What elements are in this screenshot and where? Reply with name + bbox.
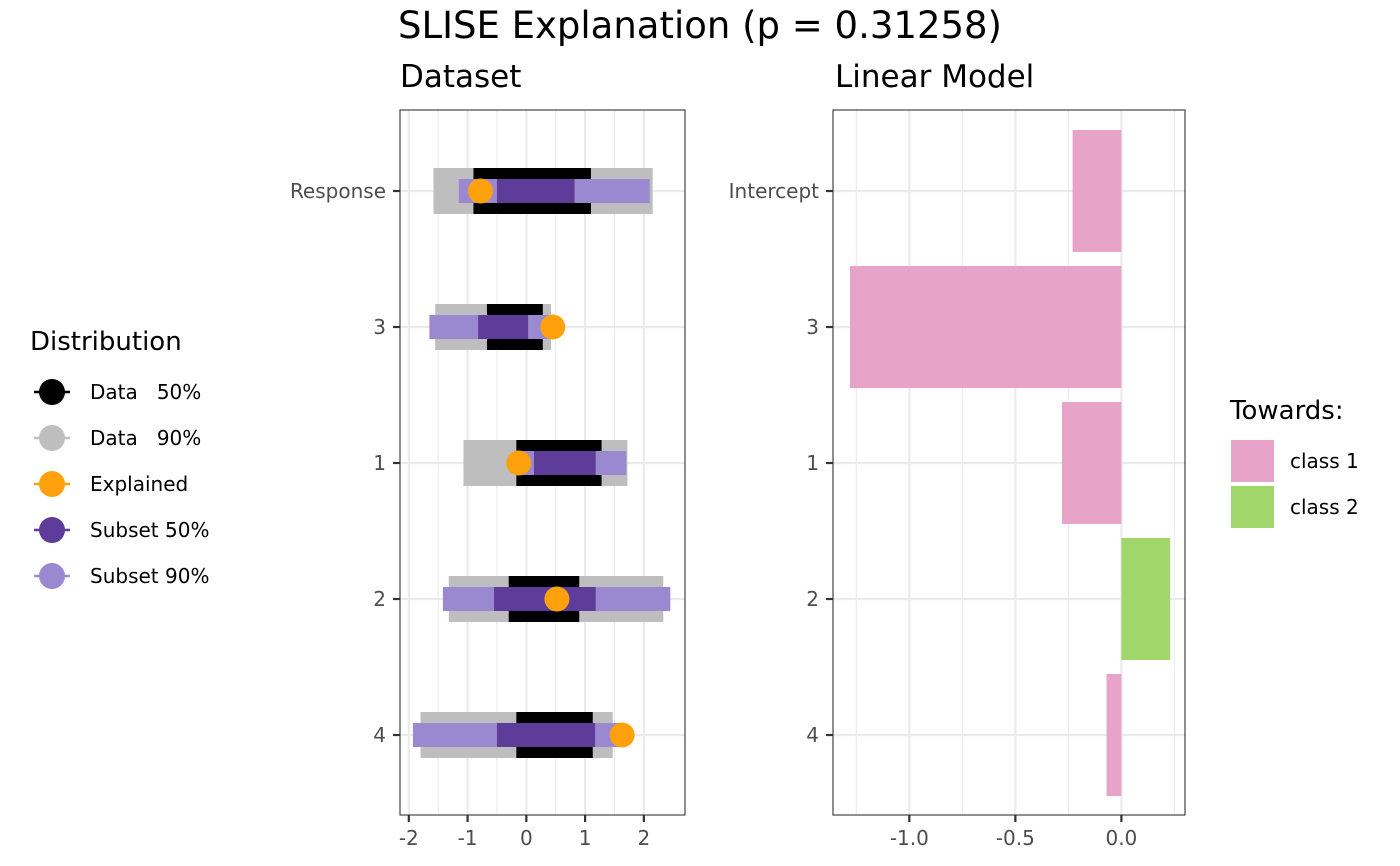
coefficient-bar-4	[1106, 674, 1122, 796]
dataset-y-tick-label: 4	[373, 723, 386, 747]
towards-legend-key	[1231, 486, 1274, 528]
coefficient-bar-3	[849, 266, 1122, 388]
distribution-legend-item-data-90: Data 90%	[34, 425, 201, 451]
towards-legend-items: class 1 class 2	[1231, 440, 1359, 528]
dataset-y-tick-label: 3	[373, 315, 386, 339]
dataset-x-tick-label: -1	[458, 826, 478, 850]
dataset-x-tick-label: 0	[520, 826, 533, 850]
towards-legend: Towards: class 1 class 2	[1229, 396, 1359, 528]
dataset-y-axis: Response 3 1 2 4	[290, 179, 400, 747]
linear-model-x-tick-label: 0.0	[1105, 826, 1137, 850]
dataset-x-axis: -2 -1 0 1 2	[399, 815, 650, 850]
linear-model-panel: Linear Model Intercept 3 1 2 4 -1.0 -0.5 0.0	[729, 59, 1186, 850]
subset-50-interval-3	[478, 315, 529, 339]
towards-legend-label: class 2	[1290, 495, 1359, 519]
explained-point-1	[506, 450, 532, 476]
explained-point-4	[609, 722, 635, 748]
subset-50-interval-4	[496, 723, 596, 747]
linear-model-y-tick-label: Intercept	[729, 179, 820, 203]
dataset-y-tick-label: Response	[290, 179, 386, 203]
linear-model-x-axis: -1.0 -0.5 0.0	[890, 815, 1137, 850]
linear-model-y-axis: Intercept 3 1 2 4	[729, 179, 833, 747]
subset-50-interval-response	[496, 179, 575, 203]
distribution-legend-key-dot	[39, 379, 65, 405]
linear-model-y-tick-label: 2	[806, 587, 819, 611]
distribution-legend-item-subset-90: Subset 90%	[34, 563, 209, 589]
figure-title: SLISE Explanation (p = 0.31258)	[398, 4, 1002, 47]
towards-legend-item-class-2: class 2	[1231, 486, 1359, 528]
linear-model-panel-title: Linear Model	[835, 59, 1034, 95]
coefficient-bar-1	[1062, 402, 1122, 524]
linear-model-y-tick-label: 4	[806, 723, 819, 747]
distribution-legend-label: Data 90%	[90, 426, 201, 450]
distribution-legend-key-dot	[39, 425, 65, 451]
dataset-x-tick-label: -2	[399, 826, 419, 850]
linear-model-x-tick-label: -0.5	[996, 826, 1035, 850]
distribution-legend-label: Data 50%	[90, 380, 201, 404]
dataset-marks	[412, 168, 671, 758]
distribution-legend-label: Subset 50%	[90, 518, 209, 542]
distribution-legend-item-subset-50: Subset 50%	[34, 517, 209, 543]
linear-model-y-tick-label: 1	[806, 451, 819, 475]
dataset-y-tick-label: 1	[373, 451, 386, 475]
distribution-legend-key-dot	[39, 471, 65, 497]
dataset-panel-title: Dataset	[400, 59, 521, 95]
linear-model-gridlines	[833, 110, 1185, 815]
explained-point-response	[468, 178, 494, 204]
towards-legend-key	[1231, 440, 1274, 482]
distribution-legend: Distribution Data 50% Data 90% Explained Su…	[30, 327, 209, 589]
distribution-legend-key-dot	[39, 517, 65, 543]
linear-model-x-tick-label: -1.0	[890, 826, 929, 850]
coefficient-bar-2	[1121, 538, 1171, 660]
coefficient-bar-intercept	[1072, 130, 1122, 252]
subset-50-interval-1	[533, 451, 596, 475]
dataset-x-tick-label: 1	[579, 826, 592, 850]
distribution-legend-key-dot	[39, 563, 65, 589]
towards-legend-label: class 1	[1290, 449, 1359, 473]
distribution-legend-item-data-50: Data 50%	[34, 379, 201, 405]
explained-point-3	[540, 314, 566, 340]
distribution-legend-items: Data 50% Data 90% Explained Subset 50% Subse…	[34, 379, 209, 589]
dataset-x-tick-label: 2	[637, 826, 650, 850]
towards-legend-item-class-1: class 1	[1231, 440, 1359, 482]
dataset-y-tick-label: 2	[373, 587, 386, 611]
distribution-legend-label: Subset 90%	[90, 564, 209, 588]
linear-model-bars	[849, 130, 1171, 796]
distribution-legend-label: Explained	[90, 472, 188, 496]
distribution-legend-item-explained: Explained	[34, 471, 188, 497]
explained-point-2	[544, 586, 570, 612]
towards-legend-title: Towards:	[1229, 396, 1344, 426]
distribution-legend-title: Distribution	[30, 327, 182, 357]
dataset-panel: Dataset Response 3 1 2 4 -2 -1 0 1 2	[290, 59, 686, 850]
linear-model-y-tick-label: 3	[806, 315, 819, 339]
